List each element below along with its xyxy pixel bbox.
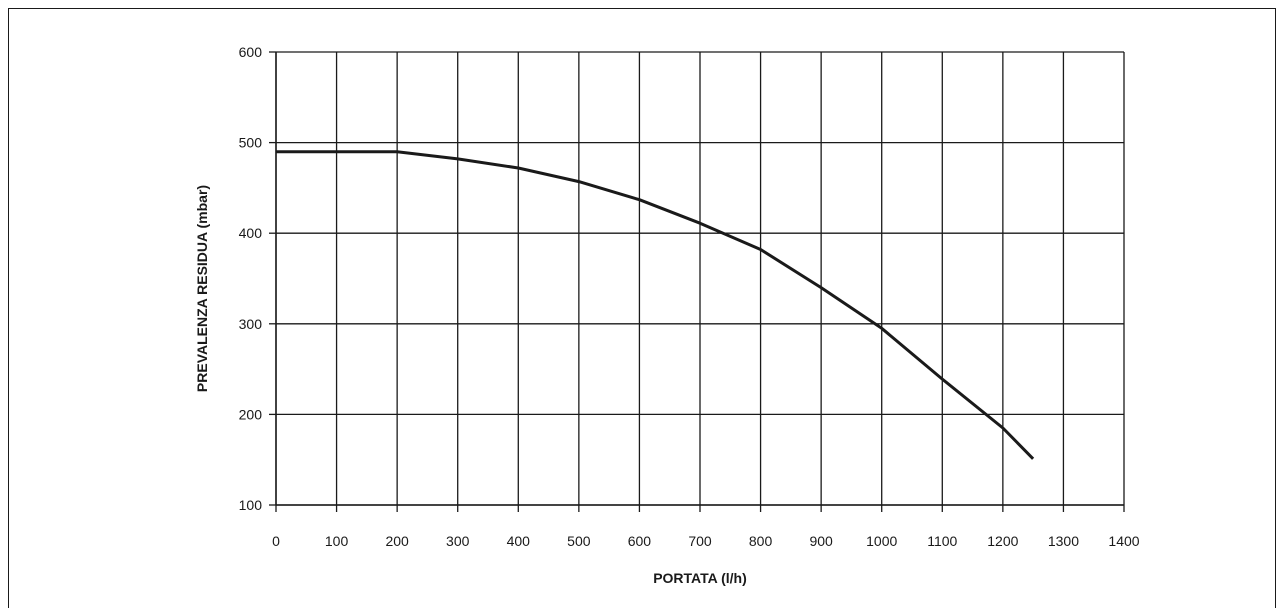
x-tick-label: 1300 xyxy=(1048,533,1079,549)
x-tick-labels: 0 100 200 300 400 500 600 700 800 900 1000 1100 1200… xyxy=(272,533,1140,549)
x-tick-label: 400 xyxy=(507,533,531,549)
y-tick-label: 300 xyxy=(239,316,263,332)
x-tick-label: 1200 xyxy=(987,533,1018,549)
x-tick-label: 1400 xyxy=(1108,533,1139,549)
y-tick-label: 500 xyxy=(239,135,263,151)
x-tick-label: 100 xyxy=(325,533,349,549)
x-tick-label: 1100 xyxy=(927,533,957,549)
y-tick-labels: 100 200 300 400 500 600 xyxy=(239,44,263,513)
series-line xyxy=(276,152,1033,459)
x-tick-label: 900 xyxy=(809,533,833,549)
grid-lines xyxy=(276,52,1124,505)
x-axis-title: PORTATA (l/h) xyxy=(653,570,747,586)
x-tick-label: 500 xyxy=(567,533,591,549)
x-tick-label: 600 xyxy=(628,533,652,549)
x-tick-label: 800 xyxy=(749,533,773,549)
y-tick-label: 200 xyxy=(239,406,263,422)
x-tick-label: 200 xyxy=(385,533,409,549)
x-tick-label: 1000 xyxy=(866,533,897,549)
y-tick-label: 400 xyxy=(239,225,263,241)
y-tick-label: 100 xyxy=(239,497,263,513)
x-tick-label: 300 xyxy=(446,533,470,549)
x-tick-label: 700 xyxy=(688,533,712,549)
y-axis-title: PREVALENZA RESIDUA (mbar) xyxy=(194,185,210,392)
x-tick-label: 0 xyxy=(272,533,280,549)
series-layer xyxy=(276,152,1033,459)
y-tick-label: 600 xyxy=(239,44,263,60)
